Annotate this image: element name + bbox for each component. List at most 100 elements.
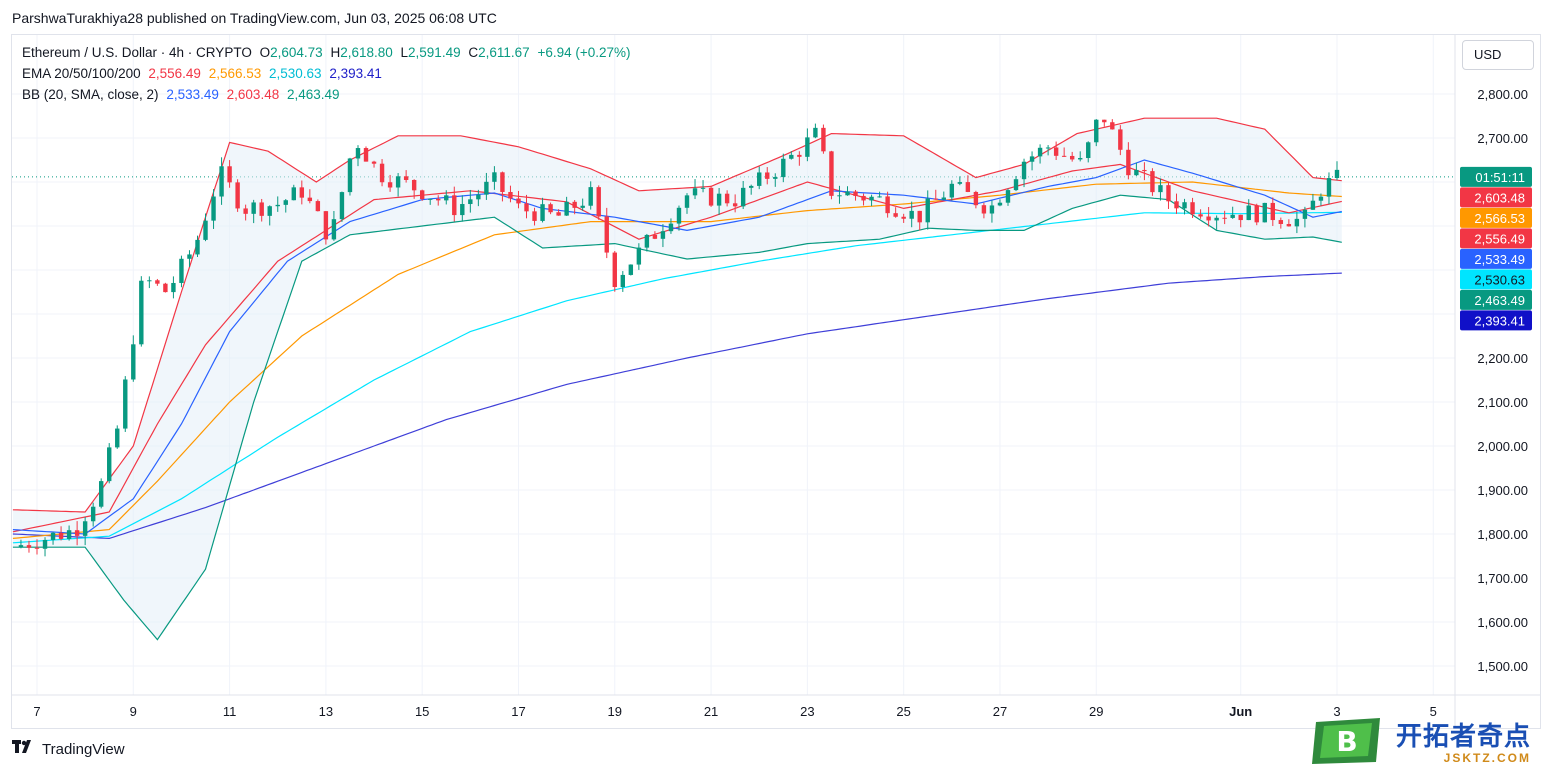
tradingview-footer[interactable]: TradingView bbox=[12, 740, 125, 759]
legend-h-label: H bbox=[330, 45, 341, 60]
legend-bb-basis: 2,533.49 bbox=[166, 87, 219, 102]
candle-up bbox=[187, 254, 192, 259]
candle-down bbox=[1174, 201, 1179, 209]
candle-down bbox=[299, 187, 305, 198]
price-badge bbox=[1460, 248, 1532, 269]
candle-down bbox=[436, 198, 441, 201]
candle-up bbox=[123, 379, 128, 429]
candle-up bbox=[147, 280, 152, 282]
candle-down bbox=[516, 198, 521, 204]
candle-down bbox=[652, 234, 658, 239]
candle-up bbox=[131, 344, 136, 380]
candle-up bbox=[1294, 218, 1300, 227]
time-tick-label: 7 bbox=[33, 704, 40, 719]
price-badge bbox=[1460, 207, 1532, 228]
time-tick-label: 9 bbox=[130, 704, 137, 719]
price-badge bbox=[1460, 228, 1532, 249]
candle-up bbox=[1334, 169, 1340, 179]
candle-down bbox=[1110, 122, 1115, 130]
legend-bb-row[interactable]: BB (20, SMA, close, 2) 2,533.49 2,603.48… bbox=[22, 87, 344, 102]
candle-up bbox=[748, 185, 754, 188]
candle-up bbox=[1005, 190, 1011, 203]
candle-down bbox=[1190, 202, 1195, 215]
candle-down bbox=[797, 154, 802, 157]
candle-up bbox=[395, 176, 401, 188]
chart-frame[interactable] bbox=[11, 34, 1541, 729]
candle-up bbox=[355, 148, 361, 159]
candle-up bbox=[283, 200, 288, 205]
candle-down bbox=[155, 280, 160, 284]
candle-up bbox=[115, 428, 120, 448]
candle-down bbox=[1150, 171, 1155, 193]
candle-down bbox=[1222, 217, 1227, 219]
candle-down bbox=[1142, 169, 1147, 172]
candle-up bbox=[845, 191, 850, 196]
legend-ema-row[interactable]: EMA 20/50/100/200 2,556.49 2,566.53 2,53… bbox=[22, 66, 386, 81]
candle-up bbox=[267, 206, 272, 216]
legend-ema-label: EMA 20/50/100/200 bbox=[22, 66, 141, 81]
candle-down bbox=[1118, 129, 1123, 150]
candle-down bbox=[403, 176, 409, 180]
legend-symbol[interactable]: Ethereum / U.S. Dollar · 4h · CRYPTO bbox=[22, 45, 252, 60]
svg-text:B: B bbox=[1336, 725, 1357, 758]
ema200-line bbox=[12, 272, 1342, 540]
time-tick-label: 21 bbox=[704, 704, 718, 719]
countdown-text: 01:51:11 bbox=[1475, 170, 1525, 185]
currency-button[interactable]: USD bbox=[1462, 40, 1534, 70]
legend-o-label: O bbox=[259, 45, 271, 60]
candle-down bbox=[371, 161, 377, 164]
candle-down bbox=[163, 283, 168, 293]
candle-down bbox=[572, 201, 577, 208]
published-line: ParshwaTurakhiya28 published on TradingV… bbox=[12, 10, 497, 26]
candle-up bbox=[203, 220, 208, 240]
candle-down bbox=[227, 166, 232, 183]
candle-up bbox=[1013, 179, 1019, 191]
time-tick-label: 27 bbox=[993, 704, 1007, 719]
candle-up bbox=[781, 158, 786, 178]
candle-up bbox=[476, 194, 481, 200]
legend-close: 2,611.67 bbox=[478, 45, 530, 60]
candle-down bbox=[1061, 155, 1067, 157]
candle-down bbox=[411, 179, 417, 191]
candle-up bbox=[339, 192, 345, 220]
candle-up bbox=[676, 207, 682, 224]
candle-up bbox=[620, 274, 626, 288]
candle-up bbox=[805, 137, 810, 157]
candle-down bbox=[917, 210, 922, 223]
candle-down bbox=[363, 148, 369, 162]
candle-down bbox=[1198, 214, 1203, 217]
candlesticks bbox=[18, 119, 1340, 557]
candle-down bbox=[1102, 119, 1107, 123]
candle-down bbox=[1254, 205, 1259, 223]
candle-up bbox=[997, 202, 1003, 206]
candle-up bbox=[1182, 202, 1187, 209]
time-tick-label: 17 bbox=[511, 704, 525, 719]
candle-up bbox=[468, 199, 473, 205]
price-badge-text: 2,603.48 bbox=[1474, 190, 1525, 205]
candle-down bbox=[259, 202, 264, 216]
candle-down bbox=[548, 204, 553, 213]
legend-ohlc-row: Ethereum / U.S. Dollar · 4h · CRYPTO O 2,… bbox=[22, 45, 635, 60]
time-tick-label: 11 bbox=[223, 704, 237, 719]
candle-down bbox=[829, 151, 834, 196]
candle-up bbox=[957, 182, 963, 184]
candle-down bbox=[1069, 155, 1075, 160]
candle-up bbox=[588, 187, 593, 206]
legend-bb-upper: 2,603.48 bbox=[226, 87, 280, 102]
candle-down bbox=[732, 203, 738, 207]
candle-up bbox=[82, 521, 88, 536]
candle-up bbox=[700, 187, 706, 189]
candle-up bbox=[291, 187, 296, 201]
bb-lower-line bbox=[12, 194, 1342, 641]
candle-down bbox=[901, 216, 906, 219]
price-tick-label: 2,100.00 bbox=[1477, 395, 1528, 410]
candle-up bbox=[540, 204, 545, 221]
candle-up bbox=[171, 282, 176, 293]
candle-up bbox=[692, 188, 698, 196]
candle-down bbox=[965, 182, 971, 192]
candle-down bbox=[1238, 214, 1243, 221]
candle-up bbox=[989, 205, 995, 214]
candle-up bbox=[789, 154, 794, 159]
candle-down bbox=[556, 212, 561, 216]
